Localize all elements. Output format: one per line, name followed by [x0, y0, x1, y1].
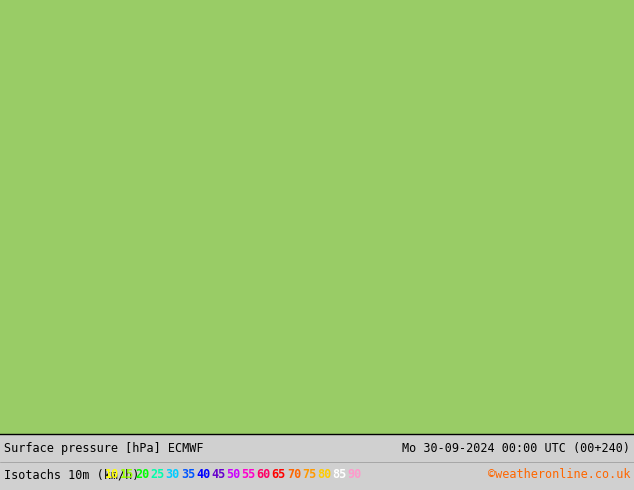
Text: 75: 75: [302, 468, 316, 481]
Text: 85: 85: [332, 468, 347, 481]
Text: 45: 45: [211, 468, 225, 481]
Text: 20: 20: [135, 468, 150, 481]
Bar: [0, 0, 634, 434]
Text: 90: 90: [347, 468, 361, 481]
Text: Mo 30-09-2024 00:00 UTC (00+240): Mo 30-09-2024 00:00 UTC (00+240): [402, 441, 630, 455]
Text: 15: 15: [120, 468, 134, 481]
Text: 30: 30: [165, 468, 180, 481]
Bar: [0, 434, 634, 490]
Text: 60: 60: [257, 468, 271, 481]
Text: ©weatheronline.co.uk: ©weatheronline.co.uk: [488, 468, 630, 481]
Text: 70: 70: [287, 468, 301, 481]
Text: 50: 50: [226, 468, 240, 481]
Text: 80: 80: [317, 468, 332, 481]
Text: 35: 35: [181, 468, 195, 481]
Text: Surface pressure [hPa] ECMWF: Surface pressure [hPa] ECMWF: [4, 441, 204, 455]
Text: 40: 40: [196, 468, 210, 481]
Text: 55: 55: [242, 468, 256, 481]
Text: 25: 25: [150, 468, 165, 481]
Text: 65: 65: [271, 468, 286, 481]
Text: Isotachs 10m (km/h): Isotachs 10m (km/h): [4, 468, 146, 481]
Text: 10: 10: [105, 468, 119, 481]
